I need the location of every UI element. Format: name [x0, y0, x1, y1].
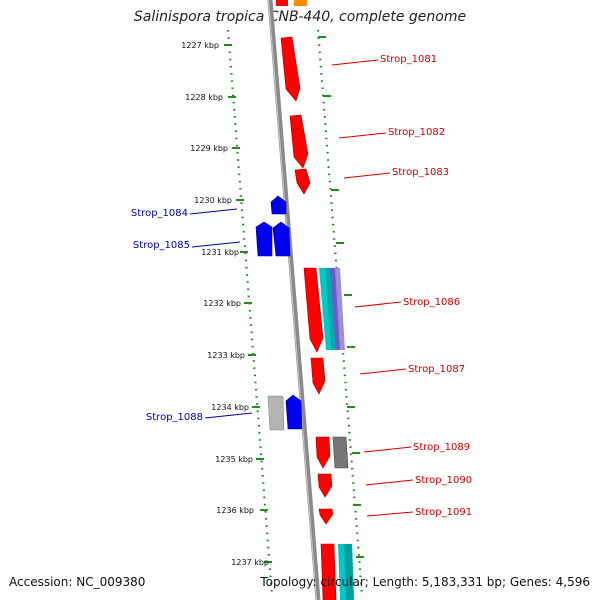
- tick-label: 1230 kbp: [194, 196, 232, 205]
- gene-arrow-strop-1083: [294, 168, 311, 195]
- gene-arrow-strop-1081: [280, 36, 301, 102]
- gene-arrow-strop-1086: [303, 267, 324, 353]
- leader-line: [343, 172, 391, 179]
- gc-outer-dots: [316, 29, 364, 596]
- tick-labels: 1227 kbp 1228 kbp 1229 kbp 1230 kbp 1231…: [181, 41, 269, 567]
- feature-cyan: [325, 268, 337, 350]
- reverse-genes: [255, 195, 303, 431]
- feature-lightgray: [267, 395, 285, 431]
- gene-labels: Strop_1081 Strop_1082 Strop_1083 Strop_1…: [131, 54, 472, 518]
- gene-arrow-strop-1089: [315, 436, 331, 469]
- leader-line: [365, 479, 414, 486]
- topology-text: Topology: circular; Length: 5,183,331 bp…: [260, 575, 590, 589]
- leader-line: [366, 511, 414, 517]
- gene-arrow-strop-1088: [285, 394, 303, 430]
- tick-label: 1237 kbp: [231, 558, 269, 567]
- feature-lavender: [335, 268, 345, 350]
- leader-line: [338, 132, 387, 139]
- gene-arrow-strop-1084: [270, 195, 287, 215]
- genome-backbone-highlight: [268, 0, 317, 600]
- tick-label: 1232 kbp: [203, 299, 241, 308]
- gene-arrow-strop-1085a: [255, 221, 273, 257]
- feature-cyan: [319, 268, 332, 350]
- tick-label: 1233 kbp: [207, 351, 245, 360]
- gene-label-strop-1081: Strop_1081: [380, 54, 437, 65]
- gene-label-strop-1082: Strop_1082: [388, 127, 445, 138]
- feature-gray: [332, 436, 349, 469]
- tick-label: 1229 kbp: [190, 144, 228, 153]
- gene-label-strop-1085: Strop_1085: [133, 240, 190, 251]
- gene-arrow-strop-1087: [310, 357, 326, 395]
- feature-cyan-bottom-dark: [344, 544, 354, 600]
- tick-label: 1228 kbp: [185, 93, 223, 102]
- gene-label-strop-1086: Strop_1086: [403, 297, 460, 308]
- gene-label-strop-1084: Strop_1084: [131, 208, 188, 219]
- gene-label-strop-1091: Strop_1091: [415, 507, 472, 518]
- gene-arrow-strop-1091: [318, 508, 334, 525]
- gene-label-strop-1087: Strop_1087: [408, 364, 465, 375]
- genome-backbone: [267, 0, 321, 600]
- leader-line: [204, 412, 253, 419]
- gene-arrow-strop-1090: [317, 473, 333, 498]
- gc-inner-dots: [226, 29, 274, 596]
- tick-label: 1234 kbp: [211, 403, 249, 412]
- gene-arrow-bottom: [320, 543, 337, 600]
- leader-line: [331, 59, 379, 66]
- forward-genes: [280, 36, 337, 600]
- leader-line: [363, 446, 412, 453]
- tick-label: 1227 kbp: [181, 41, 219, 50]
- gene-label-strop-1088: Strop_1088: [146, 412, 203, 423]
- gene-arrow-partial: [294, 0, 307, 6]
- tick-label: 1236 kbp: [216, 506, 254, 515]
- label-leaders: [189, 59, 414, 517]
- leader-line: [191, 241, 241, 248]
- gene-label-strop-1090: Strop_1090: [415, 475, 472, 486]
- map-title: Salinispora tropica CNB-440, complete ge…: [133, 9, 467, 25]
- tick-label: 1235 kbp: [215, 455, 253, 464]
- leader-line: [354, 301, 402, 308]
- gene-arrow-partial: [276, 0, 288, 6]
- tick-marks: [224, 36, 364, 563]
- gene-arrow-strop-1085b: [272, 221, 291, 257]
- forward-features: [319, 268, 354, 600]
- leader-line: [189, 208, 238, 215]
- gene-label-strop-1089: Strop_1089: [413, 442, 470, 453]
- tick-label: 1231 kbp: [201, 248, 239, 257]
- gene-arrow-strop-1082: [289, 114, 309, 169]
- accession-text: Accession: NC_009380: [9, 575, 146, 589]
- leader-line: [359, 368, 407, 375]
- gene-label-strop-1083: Strop_1083: [392, 167, 449, 178]
